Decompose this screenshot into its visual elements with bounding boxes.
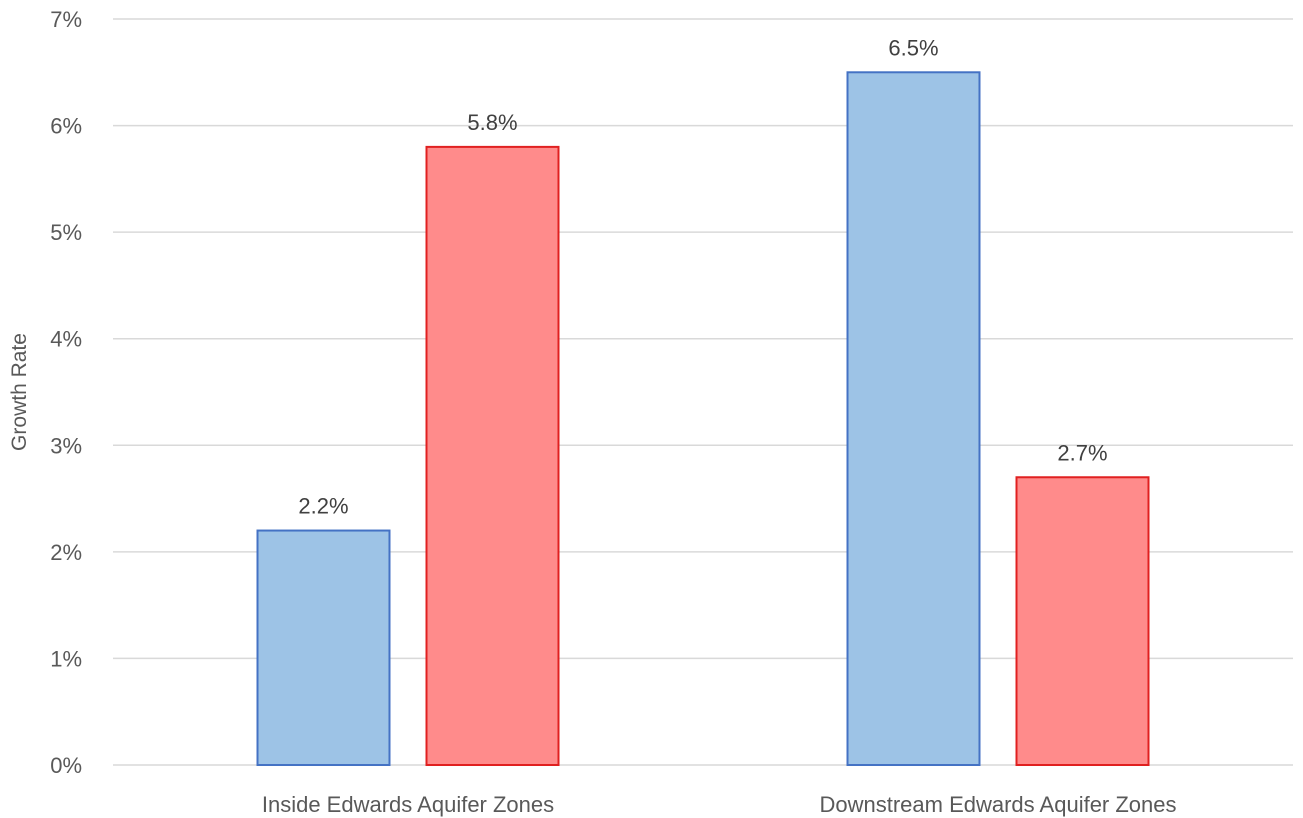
bar [256,529,391,766]
y-tick-label: 6% [50,114,82,139]
y-tick-label: 3% [50,433,82,458]
y-tick-label: 0% [50,753,82,778]
y-axis-title: Growth Rate [8,333,31,451]
bar-data-label: 2.7% [1057,440,1107,465]
y-tick-label: 7% [50,7,82,32]
data-labels: 2.2% 5.8% 6.5% 2.7% [298,35,1107,518]
bar [846,71,981,767]
y-tick-label: 5% [50,220,82,245]
bar-data-label: 5.8% [467,110,517,135]
x-category-label: Inside Edwards Aquifer Zones [262,792,554,817]
bar [1015,476,1150,766]
y-axis-tick-labels: 0% 1% 2% 3% 4% 5% 6% 7% [50,7,82,778]
x-axis-category-labels: Inside Edwards Aquifer Zones Downstream E… [262,792,1177,817]
bar-data-label: 2.2% [298,494,348,519]
y-tick-label: 2% [50,540,82,565]
x-category-label: Downstream Edwards Aquifer Zones [819,792,1176,817]
y-tick-label: 4% [50,327,82,352]
bars [256,71,1150,767]
bar-data-label: 6.5% [888,35,938,60]
bar [425,145,560,766]
y-tick-label: 1% [50,646,82,671]
